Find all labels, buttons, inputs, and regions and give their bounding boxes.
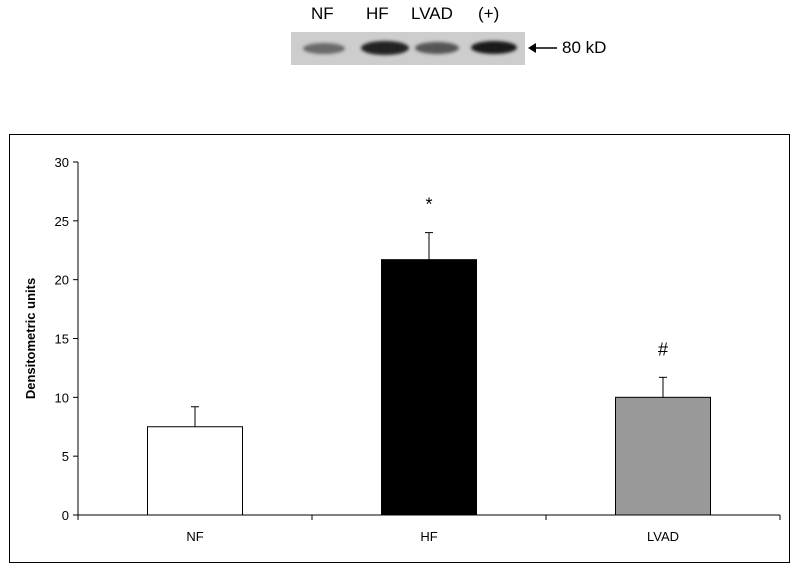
blot-lane-label-positive: (+) bbox=[478, 4, 500, 23]
bar-nf bbox=[147, 426, 243, 516]
y-axis-title: Densitometric units bbox=[23, 278, 38, 399]
y-tick-label: 15 bbox=[55, 332, 69, 347]
y-tick-label: 20 bbox=[55, 273, 69, 288]
y-tick-label: 10 bbox=[55, 390, 69, 405]
blot-lane-label-lvad: LVAD bbox=[411, 4, 453, 23]
blot-band-positive bbox=[471, 41, 517, 54]
y-tick-label: 30 bbox=[55, 155, 69, 170]
bar-lvad bbox=[615, 396, 711, 516]
blot-band-lvad bbox=[415, 42, 459, 54]
significance-marker: # bbox=[658, 339, 668, 359]
blot-band-nf bbox=[303, 43, 345, 54]
x-category-label: HF bbox=[420, 529, 437, 544]
x-category-label: LVAD bbox=[647, 529, 679, 544]
significance-marker: * bbox=[425, 195, 432, 215]
blot-lane-label-nf: NF bbox=[311, 4, 334, 23]
y-tick-label: 0 bbox=[62, 508, 69, 523]
marker-label: 80 kD bbox=[562, 38, 607, 57]
bar-hf bbox=[381, 259, 477, 516]
blot-lane-labels: NF HF LVAD (+) bbox=[290, 4, 530, 30]
left-arrow-icon bbox=[528, 43, 557, 53]
western-blot-image bbox=[291, 32, 525, 65]
chart-frame bbox=[9, 134, 790, 563]
blot-lane-label-hf: HF bbox=[366, 4, 389, 23]
x-category-label: NF bbox=[186, 529, 203, 544]
blot-band-hf bbox=[361, 41, 409, 55]
y-tick-label: 25 bbox=[55, 214, 69, 229]
y-tick-label: 5 bbox=[62, 449, 69, 464]
